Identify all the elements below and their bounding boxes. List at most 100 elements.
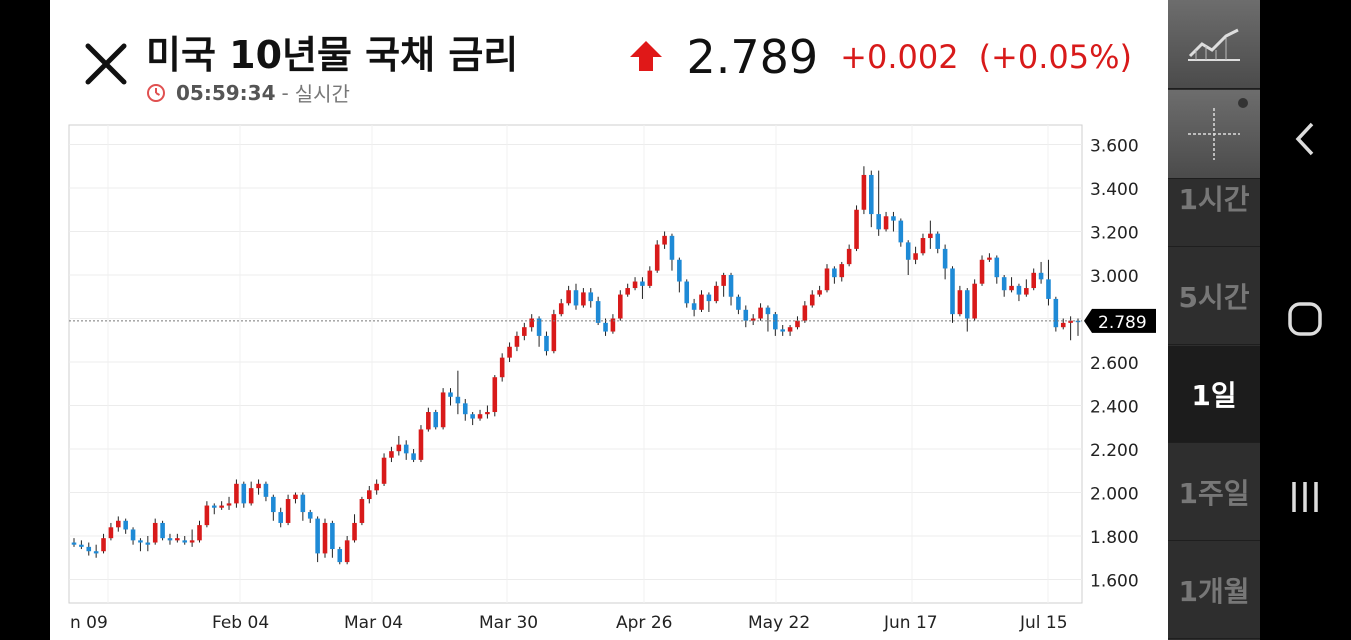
candle-body — [374, 483, 379, 491]
candle — [713, 281, 719, 304]
candle-body — [964, 290, 970, 319]
candle-body — [389, 451, 394, 458]
candle — [130, 527, 136, 545]
candle — [869, 170, 874, 228]
candle-body — [1075, 320, 1081, 323]
candle-body — [507, 346, 512, 358]
candle — [322, 518, 328, 558]
candle — [226, 496, 232, 510]
y-axis-labels: 3.6003.4003.2003.0002.8002.6002.4002.200… — [1090, 137, 1139, 592]
candle-body — [942, 248, 948, 269]
candle-body — [699, 294, 704, 310]
candle — [647, 266, 653, 289]
candle-body — [618, 294, 623, 319]
candle — [898, 218, 904, 247]
candle — [544, 331, 549, 356]
recent-apps-icon[interactable] — [1280, 472, 1330, 522]
clock-icon — [147, 83, 165, 102]
candle — [344, 536, 350, 565]
candle — [219, 501, 224, 510]
candle-body — [721, 275, 726, 286]
candle-body — [330, 522, 335, 550]
candle-body — [499, 357, 505, 378]
timeframe-1m[interactable]: 1개월 — [1168, 542, 1260, 639]
candle — [588, 288, 594, 308]
timeframe-5h[interactable]: 5시간 — [1168, 248, 1260, 345]
y-tick-label: 2.200 — [1090, 441, 1139, 461]
candle-body — [891, 216, 896, 221]
candle — [1024, 279, 1029, 297]
y-tick-label: 3.000 — [1090, 267, 1139, 287]
candle — [787, 325, 793, 336]
grid-lines — [69, 125, 1082, 603]
candle — [581, 288, 586, 308]
candle-body — [1053, 298, 1059, 328]
candle-body — [337, 549, 343, 563]
candle — [175, 533, 180, 543]
candle-body — [1009, 285, 1014, 291]
candle-body — [640, 281, 645, 286]
candle-body — [632, 281, 638, 289]
candle — [79, 540, 84, 550]
close-icon[interactable] — [82, 40, 130, 88]
candle — [462, 398, 468, 421]
candle — [1001, 275, 1007, 297]
candle-body — [411, 453, 416, 460]
candle-body — [1038, 272, 1044, 280]
candle — [957, 285, 963, 317]
candle — [152, 518, 158, 545]
candle — [913, 246, 918, 265]
candle — [905, 240, 911, 275]
candle-body — [448, 392, 453, 397]
candle — [241, 481, 247, 508]
candle-body — [839, 264, 845, 278]
candle — [477, 409, 483, 421]
candle-body — [928, 233, 933, 239]
timeframe-1w[interactable]: 1주일 — [1168, 444, 1260, 541]
price-change-percent: (+0.05%) — [978, 38, 1132, 76]
candle-body — [750, 318, 756, 321]
candle-body — [647, 270, 653, 286]
candle-body — [610, 318, 616, 332]
candlestick-chart[interactable]: 3.6003.4003.2003.0002.8002.6002.4002.200… — [50, 0, 1168, 640]
timeframe-1d[interactable]: 1일 — [1168, 346, 1260, 443]
candle-body — [256, 483, 261, 489]
x-tick-label: Jun 17 — [883, 613, 938, 633]
candle — [566, 285, 571, 306]
home-icon[interactable] — [1280, 294, 1330, 344]
candle-body — [182, 540, 188, 543]
x-tick-label: n 09 — [70, 613, 108, 633]
candle-body — [285, 499, 291, 523]
candle-body — [832, 268, 837, 278]
crosshair-button[interactable] — [1168, 90, 1260, 179]
timeframe-1h[interactable]: 1시간 — [1168, 150, 1260, 247]
candle — [248, 481, 254, 506]
chart-type-button[interactable] — [1168, 0, 1260, 89]
candle-body — [728, 275, 734, 297]
candle — [625, 283, 630, 297]
price-change: +0.002 — [840, 38, 959, 76]
candle-body — [846, 248, 852, 265]
candle-body — [197, 525, 202, 541]
candle-body — [1046, 279, 1051, 299]
candle-body — [1060, 322, 1066, 328]
candle — [677, 257, 682, 293]
candle-body — [396, 444, 402, 452]
candle — [433, 409, 439, 430]
candle-body — [477, 414, 483, 419]
candle-body — [403, 444, 409, 454]
candle — [330, 520, 335, 558]
candle — [817, 285, 822, 297]
candle-body — [654, 244, 660, 271]
candle-body — [950, 268, 955, 315]
candle-body — [809, 294, 815, 306]
current-price-box — [1092, 308, 1156, 333]
candle-body — [625, 288, 630, 295]
chart-screen: 미국 10년물 국채 금리 05:59:34 - 실시간 2.789 +0.00… — [50, 0, 1168, 640]
candle — [883, 211, 889, 232]
candle-body — [1031, 272, 1036, 289]
candle-body — [935, 233, 941, 249]
realtime-label: 실시간 — [294, 82, 350, 106]
candle-body — [426, 412, 431, 430]
back-icon[interactable] — [1280, 114, 1330, 164]
